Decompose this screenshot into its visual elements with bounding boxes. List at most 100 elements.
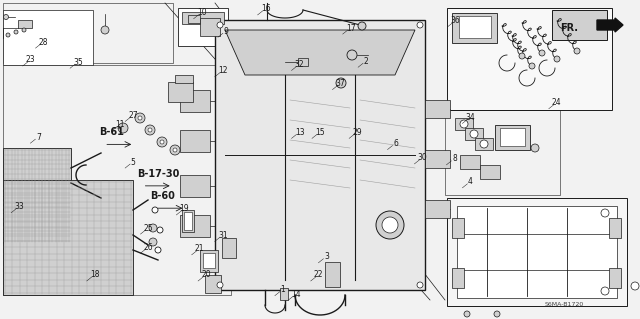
Circle shape xyxy=(382,217,398,233)
Circle shape xyxy=(149,224,157,232)
Text: 16: 16 xyxy=(260,4,271,13)
Circle shape xyxy=(149,238,157,246)
Circle shape xyxy=(118,123,128,133)
Bar xyxy=(180,215,210,237)
Circle shape xyxy=(157,227,163,233)
Bar xyxy=(500,128,525,146)
Bar xyxy=(200,250,218,272)
Circle shape xyxy=(601,209,609,217)
Circle shape xyxy=(574,48,580,54)
Bar xyxy=(3,148,71,243)
Bar xyxy=(180,130,210,152)
Bar xyxy=(182,12,224,24)
Bar xyxy=(452,268,464,288)
Circle shape xyxy=(336,78,346,88)
Circle shape xyxy=(529,63,535,69)
Circle shape xyxy=(160,140,164,144)
Text: 5: 5 xyxy=(131,158,136,167)
Text: 37: 37 xyxy=(335,79,346,88)
Text: 4: 4 xyxy=(468,177,473,186)
Bar xyxy=(203,253,215,268)
Bar xyxy=(280,288,288,300)
Bar xyxy=(18,20,32,28)
Circle shape xyxy=(152,207,158,213)
Text: 34: 34 xyxy=(465,113,476,122)
Text: 8: 8 xyxy=(452,154,457,163)
Text: 30: 30 xyxy=(417,153,428,162)
Text: 25: 25 xyxy=(143,224,154,233)
Circle shape xyxy=(14,30,18,34)
Circle shape xyxy=(601,287,609,295)
Circle shape xyxy=(145,125,155,135)
Bar xyxy=(188,15,200,23)
Text: FR.: FR. xyxy=(560,23,578,33)
Text: 35: 35 xyxy=(73,58,83,67)
Text: 18: 18 xyxy=(90,271,99,279)
Circle shape xyxy=(6,33,10,37)
Circle shape xyxy=(155,247,161,253)
Text: 2: 2 xyxy=(364,57,369,66)
Text: S6MA-B1720: S6MA-B1720 xyxy=(545,301,584,307)
Circle shape xyxy=(554,56,560,62)
Text: B-60: B-60 xyxy=(150,191,175,201)
Bar xyxy=(425,200,450,218)
Bar xyxy=(475,138,493,150)
Text: 11: 11 xyxy=(116,120,125,129)
Circle shape xyxy=(417,22,423,28)
Bar xyxy=(609,268,621,288)
Text: 13: 13 xyxy=(294,128,305,137)
Bar xyxy=(445,110,560,195)
Bar xyxy=(175,75,193,83)
Text: 32: 32 xyxy=(294,60,305,69)
Text: B-61: B-61 xyxy=(99,127,124,137)
Text: 1: 1 xyxy=(280,285,285,294)
Circle shape xyxy=(173,148,177,152)
Circle shape xyxy=(217,22,223,28)
Circle shape xyxy=(3,14,8,19)
Circle shape xyxy=(480,140,488,148)
Bar xyxy=(452,218,464,238)
Text: 29: 29 xyxy=(352,128,362,137)
Text: 9: 9 xyxy=(223,27,228,36)
Text: 14: 14 xyxy=(291,290,301,299)
Circle shape xyxy=(358,22,366,30)
Bar xyxy=(222,238,236,258)
Text: 19: 19 xyxy=(179,204,189,213)
Polygon shape xyxy=(225,30,415,75)
Text: 31: 31 xyxy=(218,231,228,240)
Text: 21: 21 xyxy=(195,244,204,253)
Text: 27: 27 xyxy=(128,111,138,120)
Bar xyxy=(465,128,483,140)
Bar xyxy=(455,118,473,130)
Text: 7: 7 xyxy=(36,133,41,142)
Bar xyxy=(447,8,612,110)
Text: 26: 26 xyxy=(143,243,154,252)
Bar xyxy=(182,210,194,232)
Circle shape xyxy=(135,113,145,123)
Bar xyxy=(200,18,220,36)
Bar xyxy=(425,150,450,168)
Bar xyxy=(460,155,480,169)
Bar xyxy=(215,20,425,290)
Bar xyxy=(205,275,221,293)
Text: 24: 24 xyxy=(552,98,562,107)
Circle shape xyxy=(101,26,109,34)
Text: 22: 22 xyxy=(314,271,323,279)
Bar xyxy=(178,8,228,46)
Bar xyxy=(552,10,607,40)
Bar xyxy=(3,180,133,295)
Text: B-17-30: B-17-30 xyxy=(138,169,180,179)
Text: 23: 23 xyxy=(26,56,36,64)
Bar xyxy=(298,58,308,66)
Circle shape xyxy=(138,116,142,120)
Text: 3: 3 xyxy=(324,252,329,261)
Circle shape xyxy=(417,282,423,288)
Text: 17: 17 xyxy=(346,24,356,33)
Bar xyxy=(168,82,193,102)
FancyArrow shape xyxy=(597,18,623,32)
Circle shape xyxy=(217,282,223,288)
Text: 6: 6 xyxy=(393,139,398,148)
Bar xyxy=(3,3,173,63)
Circle shape xyxy=(22,28,26,32)
Bar xyxy=(480,165,500,179)
